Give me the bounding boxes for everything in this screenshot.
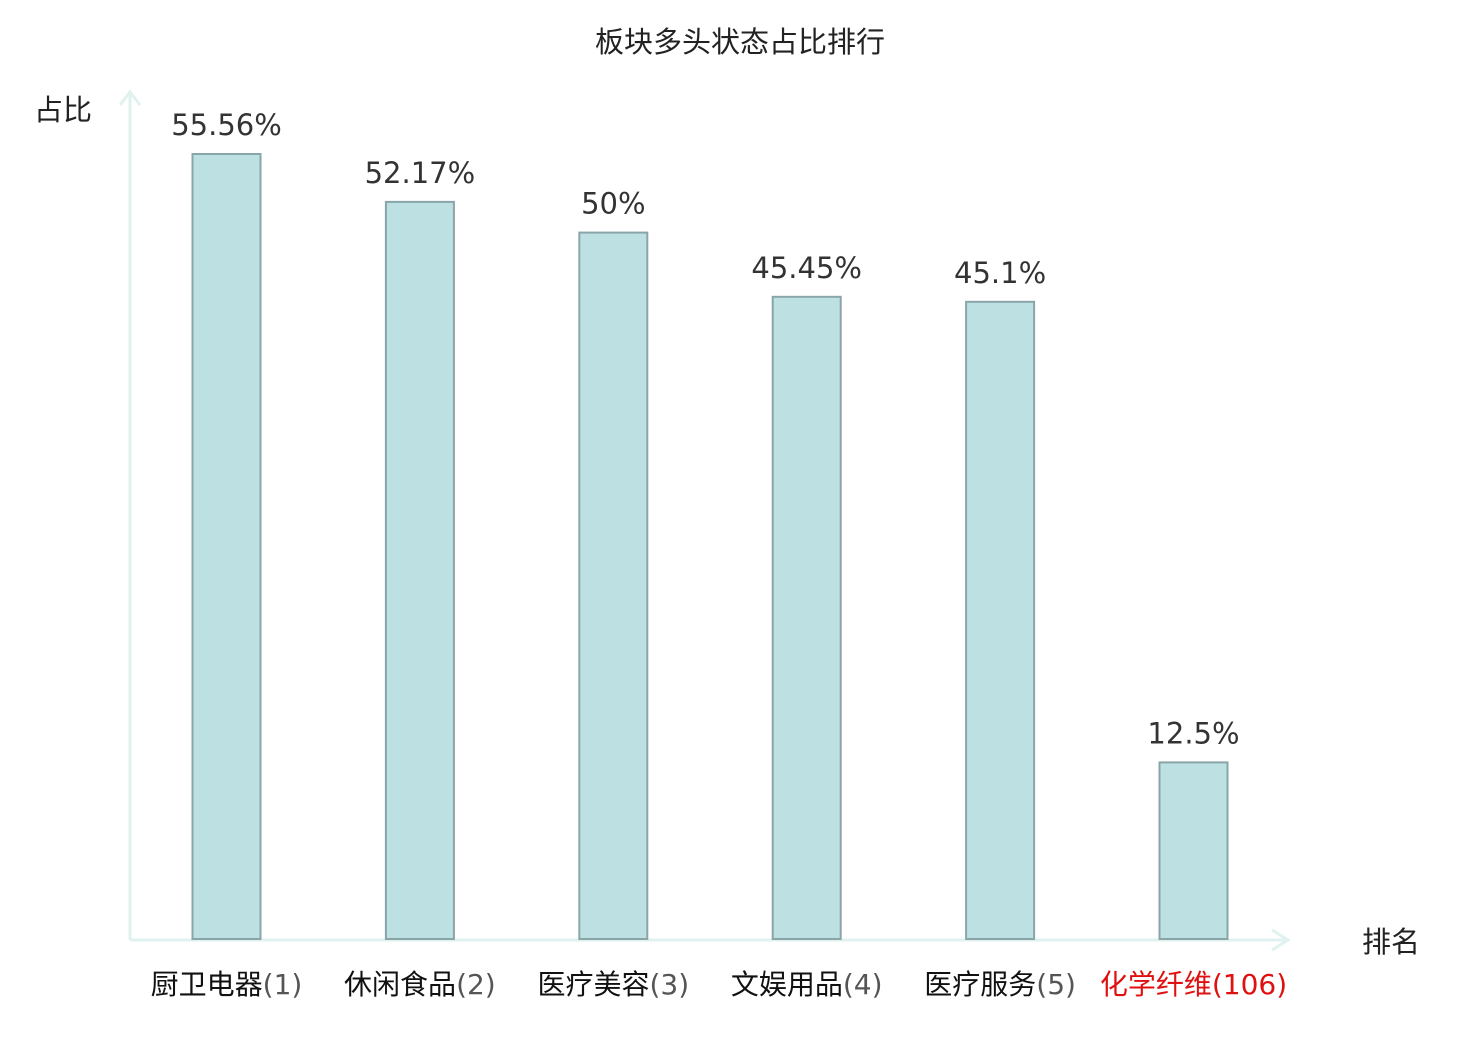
category-rank-3: (3) xyxy=(649,968,689,1001)
x-axis-arrow xyxy=(1271,928,1291,952)
category-name-1: 厨卫电器 xyxy=(151,968,263,1001)
bar-5 xyxy=(965,300,1036,940)
x-axis-label: 排名 xyxy=(1362,925,1420,959)
bar-3 xyxy=(578,231,649,941)
category-name-2: 休闲食品 xyxy=(344,968,456,1001)
value-label-5: 45.1% xyxy=(954,256,1046,290)
y-axis-arrow xyxy=(118,89,142,106)
category-name-4: 文娱用品 xyxy=(731,968,843,1001)
value-label-4: 45.45% xyxy=(751,251,862,285)
category-rank-6: (106) xyxy=(1212,968,1287,1001)
category-rank-1: (1) xyxy=(263,968,303,1001)
chart-title: 板块多头状态占比排行 xyxy=(595,25,885,59)
category-name-5: 医疗服务 xyxy=(924,968,1036,1001)
bar-2 xyxy=(384,200,455,940)
bar-6 xyxy=(1158,761,1229,941)
value-label-2: 52.17% xyxy=(365,156,476,190)
value-label-6: 12.5% xyxy=(1147,716,1239,750)
bars-group xyxy=(191,153,1229,941)
value-label-1: 55.56% xyxy=(171,108,282,142)
category-name-6: 化学纤维 xyxy=(1100,968,1212,1001)
axes xyxy=(118,89,1291,952)
value-label-3: 50% xyxy=(581,187,645,221)
bar-1 xyxy=(191,153,262,940)
category-label-6: 化学纤维(106) xyxy=(1100,968,1287,1001)
category-rank-5: (5) xyxy=(1036,968,1076,1001)
category-label-2: 休闲食品(2) xyxy=(344,968,496,1001)
y-axis-label: 占比 xyxy=(34,93,92,127)
category-label-3: 医疗美容(3) xyxy=(537,968,689,1001)
category-label-5: 医疗服务(5) xyxy=(924,968,1076,1001)
category-rank-4: (4) xyxy=(843,968,883,1001)
bar-4 xyxy=(771,295,842,940)
category-rank-2: (2) xyxy=(456,968,496,1001)
category-labels-group: 厨卫电器(1) 休闲食品(2) 医疗美容(3) 文娱用品(4) 医疗服务(5) 化学纤维(… xyxy=(151,968,1288,1001)
category-name-3: 医疗美容 xyxy=(537,968,649,1001)
value-labels-group: 55.56% 52.17% 50% 45.45% 45.1% 12.5% xyxy=(171,108,1239,750)
category-label-4: 文娱用品(4) xyxy=(731,968,883,1001)
category-label-1: 厨卫电器(1) xyxy=(151,968,303,1001)
